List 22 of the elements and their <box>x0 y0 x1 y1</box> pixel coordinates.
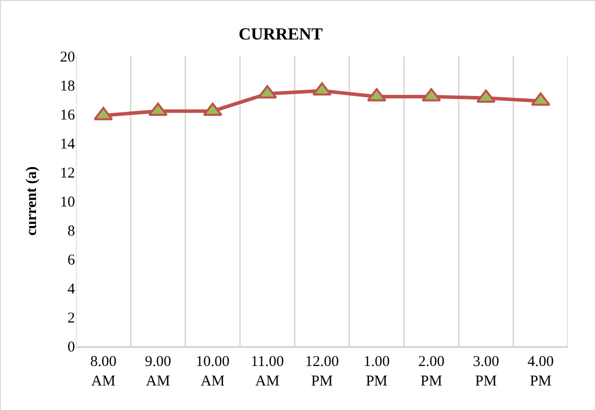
x-tick-label: 3.00 PM <box>472 354 500 390</box>
x-tick-label: 12.00 PM <box>305 354 339 390</box>
x-tick-label: 1.00 PM <box>364 354 390 390</box>
y-tick-label: 2 <box>68 310 75 326</box>
x-tick-label: 4.00 PM <box>528 354 554 390</box>
chart-title: CURRENT <box>238 24 324 44</box>
x-tick-label: 10.00 AM <box>196 354 230 390</box>
y-tick-label: 4 <box>68 281 76 298</box>
x-tick-label: 2.00 PM <box>418 354 444 390</box>
x-tick-label: 8.00 AM <box>90 354 116 390</box>
x-tick-label: 9.00 AM <box>144 354 172 390</box>
y-tick-label: 14 <box>60 136 76 152</box>
y-axis-title: current (a) <box>24 166 40 236</box>
y-tick-label: 6 <box>68 252 76 268</box>
y-tick-label: 16 <box>60 107 76 124</box>
y-tick-label: 12 <box>60 165 75 182</box>
y-tick-label: 18 <box>60 78 75 94</box>
y-tick-label: 0 <box>68 339 75 356</box>
y-tick-label: 10 <box>60 194 75 210</box>
y-tick-label: 20 <box>60 49 75 66</box>
y-tick-label: 8 <box>68 223 75 240</box>
x-tick-label: 11.00 AM <box>250 354 284 390</box>
